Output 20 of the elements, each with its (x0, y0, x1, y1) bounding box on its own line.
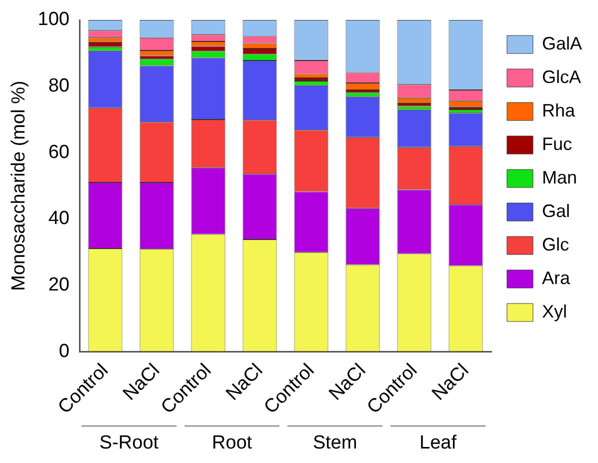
y-tick-label: 60 (48, 142, 70, 163)
y-tick-label: 40 (48, 208, 70, 230)
legend-label: GalA (542, 33, 582, 54)
legend-label: Ara (542, 268, 571, 288)
legend-label: GlcA (542, 66, 581, 87)
legend-label: Rha (542, 100, 576, 120)
text: Leaf (419, 432, 458, 454)
y-axis-title: Monosaccharide (mol %) (8, 80, 30, 291)
y-tick-label: 20 (48, 274, 70, 296)
y-tick-label: 80 (48, 76, 70, 97)
legend-label: Man (542, 167, 577, 188)
text: Stem (312, 432, 358, 454)
legend-label: Fuc (542, 134, 572, 154)
legend-label: Gal (542, 200, 570, 221)
text: Root (212, 432, 253, 454)
y-tick-label: 100 (38, 9, 70, 30)
text: S-Root (99, 432, 160, 454)
y-tick-label: 0 (58, 340, 70, 362)
legend-label: Glc (542, 234, 569, 254)
legend-label: Xyl (542, 301, 567, 322)
